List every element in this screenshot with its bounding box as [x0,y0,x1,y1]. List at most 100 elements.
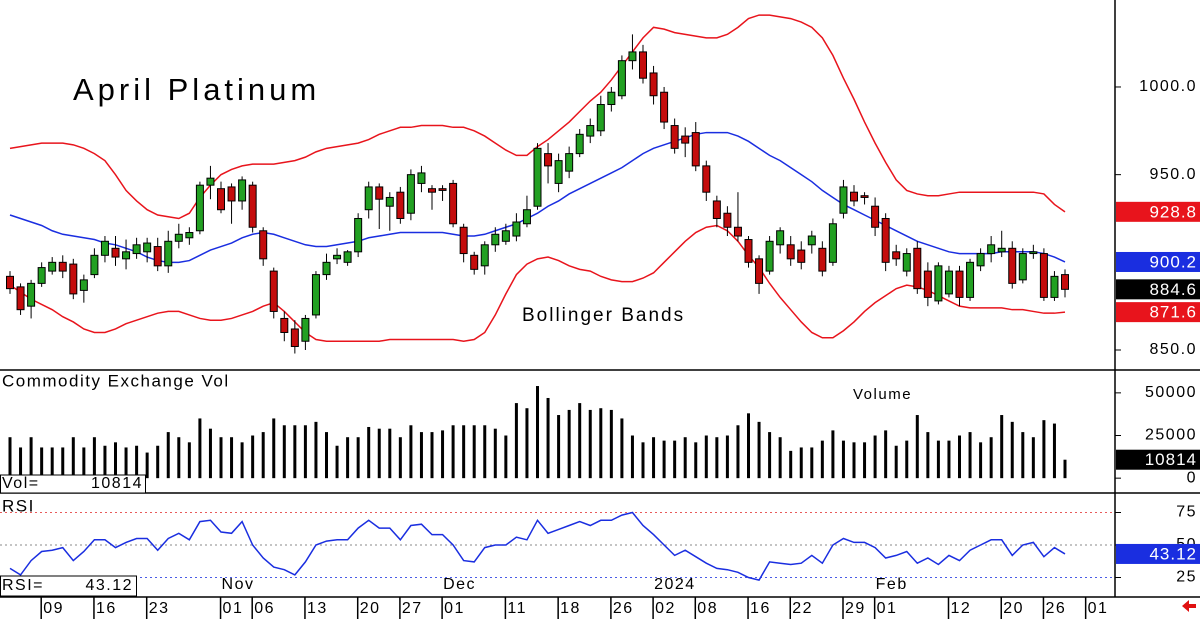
band-line [9,224,1066,343]
candle-body [596,104,605,132]
volume-bar [1063,459,1067,479]
candle-body [79,279,88,291]
candle-body [100,240,109,256]
volume-bar [768,432,772,479]
month-label: Feb [876,576,908,593]
candle-body [354,217,363,253]
candle-body [765,240,774,272]
candle-body [1061,274,1069,290]
scroll-arrow [1182,600,1196,612]
y-tick-label: 25000 [1145,427,1197,444]
volume-bar [187,442,191,479]
readout-value: 884.6 [1149,280,1197,299]
volume-bar [92,437,96,479]
volume-bar [419,432,423,479]
candle-body [375,186,384,200]
y-tick-label: 0 [1187,469,1197,486]
volume-bar [609,409,613,479]
candle-body [544,153,553,167]
x-tick-label: 16 [750,600,771,617]
volume-bar [19,447,23,479]
candle-body [248,184,257,228]
candle-body [617,60,626,97]
volume-bar [441,430,445,479]
volume-bar [493,428,497,479]
candle-body [259,230,268,260]
x-tick-label: 27 [402,600,423,617]
x-tick-label: 16 [96,600,117,617]
x-tick-label: 26 [1045,600,1066,617]
candle-body [797,249,806,263]
candle-body [1018,253,1027,281]
candle-body [449,182,458,225]
candle-body [206,177,215,186]
candle-body [649,72,658,97]
candle-body [174,233,183,242]
candle-body [1050,275,1059,298]
readout-value: 43.12 [85,577,133,594]
candle-body [417,172,426,184]
month-label: Dec [443,576,476,593]
volume-bar [282,425,286,479]
candle-body [58,261,67,272]
x-tick-label: 26 [613,600,634,617]
chart-title: April Platinum [73,72,320,107]
candle-body [850,191,858,202]
volume-bar [103,445,107,479]
readout-value: 10814 [91,475,143,492]
candle-body [702,165,711,193]
readout-box [1116,449,1200,470]
x-tick-label: 23 [149,600,170,617]
volume-bar [114,442,117,479]
volume-bar [673,440,677,479]
y-tick-label: 50000 [1145,384,1197,401]
x-tick-label: 01 [444,600,465,617]
volume-bar [61,447,65,479]
volume-bar [905,440,909,479]
candle-body [301,317,310,342]
volume-bar [894,445,898,479]
candle-body [311,274,320,316]
volume-bar [409,425,413,479]
candle-body [776,230,785,246]
volume-bar [884,430,888,479]
candle-body [997,247,1006,253]
volume-bar [451,425,455,479]
volume-bar [303,425,307,479]
volume-bar [124,447,128,479]
candle-body [786,244,795,260]
month-label: 2024 [654,576,696,593]
candle-body [934,265,943,302]
candle-body [755,258,764,284]
x-tick-label: 12 [951,600,972,617]
volume-bar [145,452,149,479]
candle-body [660,91,669,123]
volume-bar [1042,420,1046,479]
volume-bar [841,440,845,479]
candle-body [1029,251,1038,255]
candle-body [438,188,447,191]
candle-body [860,195,869,198]
candle-body [892,251,901,260]
volume-bar [483,425,487,479]
volume-bar [472,425,476,479]
candle-body [333,254,342,260]
candle-body [681,135,690,144]
volume-bar [704,435,708,479]
candle-body [554,160,563,184]
readout-label: RSI= [2,577,44,594]
readout-box [1116,251,1200,272]
candle-body [238,179,247,202]
volume-bar [588,409,592,479]
candle-body [512,221,521,237]
candle-body [111,247,120,258]
volume-bar [873,435,877,479]
volume-bar [630,435,634,479]
candle-body [881,217,890,263]
volume-bar [1031,437,1035,479]
candle-body [122,251,131,260]
candle-body [480,244,489,267]
volume-bar [219,437,223,479]
volume-bar [1052,423,1056,479]
volume-bar [747,413,750,479]
